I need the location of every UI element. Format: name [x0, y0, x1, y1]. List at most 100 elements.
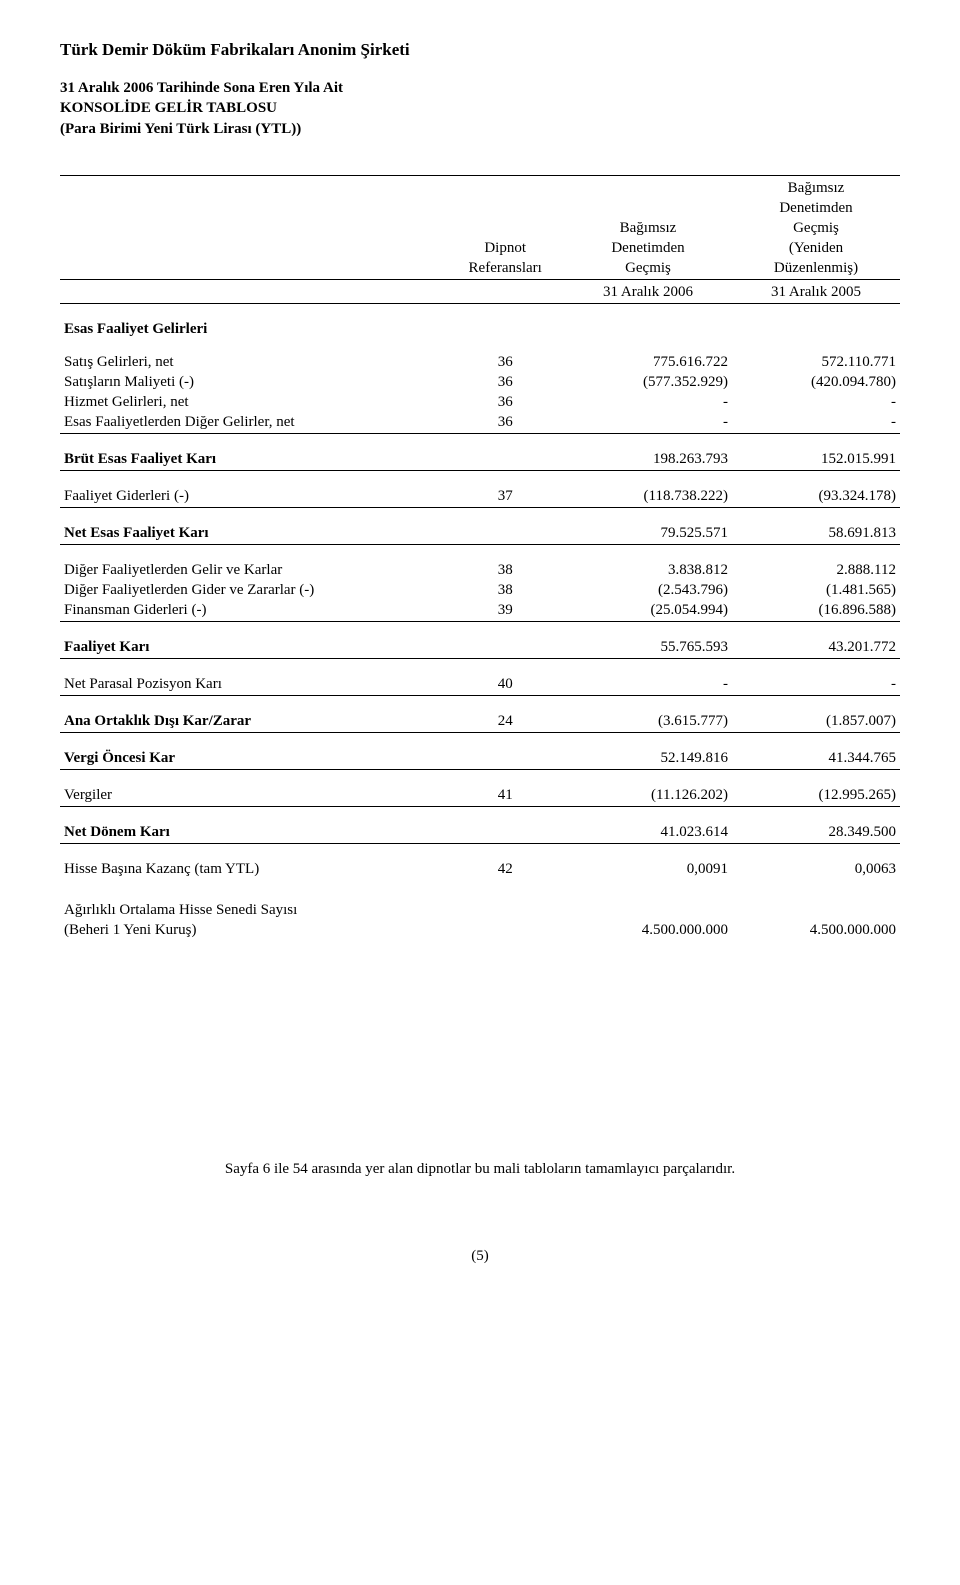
ref: 36 [446, 353, 564, 373]
v2: 43.201.772 [732, 638, 900, 659]
v2: (93.324.178) [732, 487, 900, 508]
row-net-donem: Net Dönem Karı 41.023.614 28.349.500 [60, 823, 900, 844]
label: Net Parasal Pozisyon Karı [60, 675, 446, 696]
subtitle-line2: KONSOLİDE GELİR TABLOSU [60, 100, 277, 116]
ref [446, 638, 564, 659]
row-faaliyet-kar: Faaliyet Karı 55.765.593 43.201.772 [60, 638, 900, 659]
v2: (16.896.588) [732, 601, 900, 622]
row-satis-gelir: Satış Gelirleri, net 36 775.616.722 572.… [60, 353, 900, 373]
label: Ağırlıklı Ortalama Hisse Senedi Sayısı [60, 901, 446, 921]
label: Net Dönem Karı [60, 823, 446, 844]
v2: 28.349.500 [732, 823, 900, 844]
ref: 36 [446, 373, 564, 393]
col2-h5: Düzenlenmiş) [732, 259, 900, 280]
v2: (420.094.780) [732, 373, 900, 393]
v2: 572.110.771 [732, 353, 900, 373]
label: Vergiler [60, 786, 446, 807]
v1: 55.765.593 [564, 638, 732, 659]
row-diger-gelir: Esas Faaliyetlerden Diğer Gelirler, net … [60, 413, 900, 434]
report-subtitle: 31 Aralık 2006 Tarihinde Sona Eren Yıla … [60, 78, 900, 139]
label: Satış Gelirleri, net [60, 353, 446, 373]
label: Faaliyet Giderleri (-) [60, 487, 446, 508]
label: Ana Ortaklık Dışı Kar/Zarar [60, 712, 446, 733]
row-finansman: Finansman Giderleri (-) 39 (25.054.994) … [60, 601, 900, 622]
ref: 42 [446, 860, 564, 880]
row-agirlikli-l2: (Beheri 1 Yeni Kuruş) 4.500.000.000 4.50… [60, 921, 900, 941]
label: Faaliyet Karı [60, 638, 446, 659]
label: Diğer Faaliyetlerden Gelir ve Karlar [60, 561, 446, 581]
row-diger-gider-zarar: Diğer Faaliyetlerden Gider ve Zararlar (… [60, 581, 900, 601]
v1: (25.054.994) [564, 601, 732, 622]
v1: (118.738.222) [564, 487, 732, 508]
label: Esas Faaliyetlerden Diğer Gelirler, net [60, 413, 446, 434]
ref [446, 823, 564, 844]
col2-h3: Geçmiş [732, 219, 900, 239]
ref: 36 [446, 413, 564, 434]
col1-h3: Geçmiş [564, 259, 732, 280]
v2: 2.888.112 [732, 561, 900, 581]
row-agirlikli-l1: Ağırlıklı Ortalama Hisse Senedi Sayısı [60, 901, 900, 921]
label: Satışların Maliyeti (-) [60, 373, 446, 393]
v1: - [564, 413, 732, 434]
label: Hisse Başına Kazanç (tam YTL) [60, 860, 446, 880]
col1-date: 31 Aralık 2006 [564, 283, 732, 304]
ref: 39 [446, 601, 564, 622]
label: Net Esas Faaliyet Karı [60, 524, 446, 545]
ref: 41 [446, 786, 564, 807]
ref-h1: Dipnot [446, 239, 564, 259]
row-vergiler: Vergiler 41 (11.126.202) (12.995.265) [60, 786, 900, 807]
col1-h1: Bağımsız [564, 219, 732, 239]
row-satis-maliyet: Satışların Maliyeti (-) 36 (577.352.929)… [60, 373, 900, 393]
v1: 4.500.000.000 [564, 921, 732, 941]
label: (Beheri 1 Yeni Kuruş) [60, 921, 446, 941]
row-ana-ortaklik: Ana Ortaklık Dışı Kar/Zarar 24 (3.615.77… [60, 712, 900, 733]
ref [446, 524, 564, 545]
v2: (1.857.007) [732, 712, 900, 733]
row-faaliyet-gider: Faaliyet Giderleri (-) 37 (118.738.222) … [60, 487, 900, 508]
label: Vergi Öncesi Kar [60, 749, 446, 770]
v2: - [732, 393, 900, 413]
label: Hizmet Gelirleri, net [60, 393, 446, 413]
income-statement-table: Bağımsız Denetimden Bağımsız Geçmiş Dipn… [60, 175, 900, 941]
row-brut-kar: Brüt Esas Faaliyet Karı 198.263.793 152.… [60, 450, 900, 471]
ref: 37 [446, 487, 564, 508]
ref: 38 [446, 581, 564, 601]
subtitle-line3: (Para Birimi Yeni Türk Lirası (YTL)) [60, 121, 301, 137]
row-hizmet-gelir: Hizmet Gelirleri, net 36 - - [60, 393, 900, 413]
v1: 198.263.793 [564, 450, 732, 471]
ref [446, 749, 564, 770]
row-net-esas-kar: Net Esas Faaliyet Karı 79.525.571 58.691… [60, 524, 900, 545]
company-name: Türk Demir Döküm Fabrikaları Anonim Şirk… [60, 40, 900, 60]
ref: 38 [446, 561, 564, 581]
v2: - [732, 413, 900, 434]
v1: - [564, 393, 732, 413]
page-number: (5) [60, 1248, 900, 1265]
v2: - [732, 675, 900, 696]
v1: 41.023.614 [564, 823, 732, 844]
label: Diğer Faaliyetlerden Gider ve Zararlar (… [60, 581, 446, 601]
col2-date: 31 Aralık 2005 [732, 283, 900, 304]
v2: (1.481.565) [732, 581, 900, 601]
row-vergi-oncesi: Vergi Öncesi Kar 52.149.816 41.344.765 [60, 749, 900, 770]
subtitle-line1: 31 Aralık 2006 Tarihinde Sona Eren Yıla … [60, 80, 343, 96]
footnote: Sayfa 6 ile 54 arasında yer alan dipnotl… [60, 1161, 900, 1178]
v1: 0,0091 [564, 860, 732, 880]
v1: 79.525.571 [564, 524, 732, 545]
col2-h2: Denetimden [732, 199, 900, 219]
label: Brüt Esas Faaliyet Karı [60, 450, 446, 471]
label: Finansman Giderleri (-) [60, 601, 446, 622]
v2: 4.500.000.000 [732, 921, 900, 941]
v1: (3.615.777) [564, 712, 732, 733]
v2: 0,0063 [732, 860, 900, 880]
ref: 24 [446, 712, 564, 733]
ref [446, 921, 564, 941]
row-diger-gelir-kar: Diğer Faaliyetlerden Gelir ve Karlar 38 … [60, 561, 900, 581]
v1: - [564, 675, 732, 696]
v1: (11.126.202) [564, 786, 732, 807]
ref: 36 [446, 393, 564, 413]
row-hisse-kazanc: Hisse Başına Kazanç (tam YTL) 42 0,0091 … [60, 860, 900, 880]
v2: 152.015.991 [732, 450, 900, 471]
v1: (577.352.929) [564, 373, 732, 393]
v2: 41.344.765 [732, 749, 900, 770]
section-esas-gelir: Esas Faaliyet Gelirleri [60, 320, 446, 340]
